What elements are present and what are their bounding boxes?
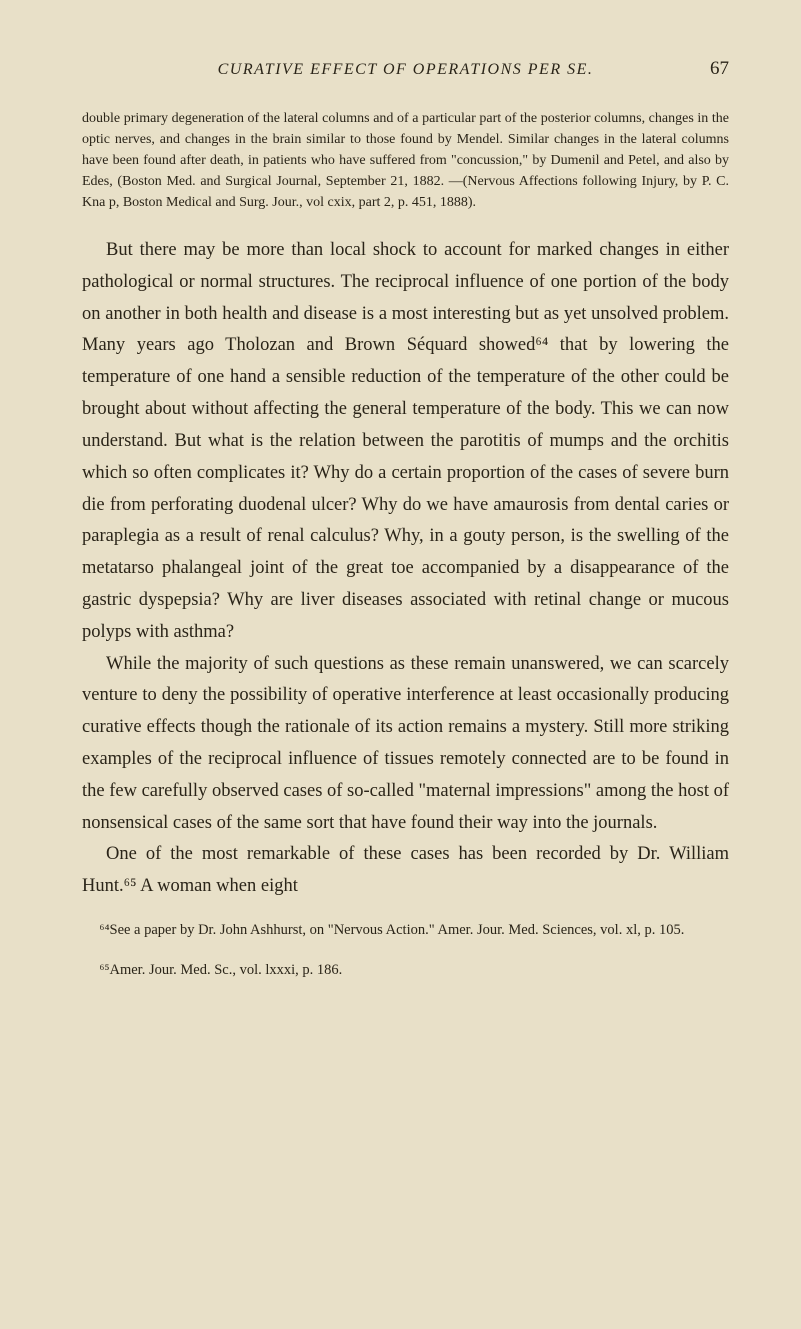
- page-number: 67: [689, 58, 729, 80]
- page-header: CURATIVE EFFECT OF OPERATIONS PER SE. 67: [82, 58, 729, 80]
- footnote-64: ⁶⁴See a paper by Dr. John Ashhurst, on "…: [82, 919, 729, 943]
- body-paragraph-3: One of the most remarkable of these case…: [82, 839, 729, 903]
- body-paragraph-1: But there may be more than local shock t…: [82, 235, 729, 649]
- body-paragraph-2: While the majority of such questions as …: [82, 649, 729, 840]
- top-continued-footnote: double primary degeneration of the later…: [82, 108, 729, 213]
- running-header: CURATIVE EFFECT OF OPERATIONS PER SE.: [122, 61, 689, 79]
- footnote-65: ⁶⁵Amer. Jour. Med. Sc., vol. lxxxi, p. 1…: [82, 959, 729, 983]
